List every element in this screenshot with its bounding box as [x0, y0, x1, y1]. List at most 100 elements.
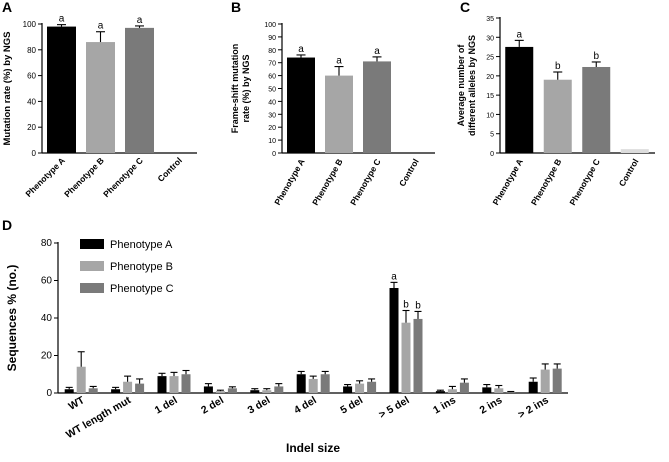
- x-tick-label-C-2: Phenotype C: [567, 157, 602, 207]
- x-tick-label-D-6: 5 del: [338, 394, 365, 416]
- legend-D: Phenotype A Phenotype B Phenotype C: [80, 239, 174, 295]
- x-axis-label-D: Indel size: [286, 441, 340, 455]
- bar-D-0-4: [250, 390, 260, 393]
- bar-D-1-5: [308, 378, 318, 393]
- significance-letter-C-1: b: [555, 61, 561, 72]
- y-tick-label-A-2: 40: [27, 97, 36, 106]
- legend-swatch-1: [80, 261, 104, 271]
- bar-D-2-0: [88, 388, 98, 393]
- y-tick-label-D-2: 40: [41, 313, 53, 324]
- y-tick-label-C-7: 35: [486, 16, 494, 23]
- y-tick-label-A-1: 20: [27, 123, 36, 132]
- y-tick-label-D-3: 60: [41, 276, 53, 287]
- bar-D-0-8: [435, 391, 445, 393]
- bar-D-2-10: [552, 368, 562, 393]
- x-tick-label-D-8: 1 ins: [431, 394, 458, 416]
- bar-D-0-2: [157, 376, 167, 393]
- panel-C: C Average number of different alleles by N…: [456, 0, 655, 207]
- bar-B-0: [287, 57, 315, 153]
- y-tick-label-D-4: 80: [41, 238, 53, 249]
- panel-label-A: A: [2, 0, 12, 15]
- bar-D-1-1: [123, 381, 133, 393]
- x-tick-label-A-3: Control: [155, 155, 183, 183]
- y-tick-label-B-3: 30: [268, 112, 276, 119]
- bar-D-2-4: [274, 386, 284, 393]
- x-tick-label-D-5: 4 del: [292, 394, 319, 416]
- bar-D-2-1: [135, 383, 145, 393]
- y-axis-label-C-0: Average number of: [456, 44, 466, 127]
- y-tick-label-B-0: 0: [272, 151, 276, 158]
- x-tick-label-B-1: Phenotype B: [310, 157, 345, 207]
- y-tick-label-D-1: 20: [41, 351, 53, 362]
- bar-D-1-9: [494, 388, 504, 393]
- legend-label-0: Phenotype A: [110, 239, 173, 251]
- y-tick-label-A-5: 100: [23, 20, 37, 29]
- x-tick-label-A-1: Phenotype B: [62, 155, 106, 199]
- x-tick-label-C-3: Control: [617, 157, 641, 188]
- bar-D-2-5: [320, 374, 330, 393]
- y-tick-label-C-5: 25: [486, 55, 494, 62]
- bar-D-1-8: [447, 389, 457, 393]
- bar-A-2: [125, 27, 154, 153]
- bar-D-0-5: [296, 374, 306, 393]
- bar-D-1-10: [540, 369, 550, 393]
- bar-D-0-9: [482, 387, 492, 393]
- legend-swatch-2: [80, 283, 104, 293]
- bar-A-0: [47, 26, 76, 153]
- bar-D-1-7: [401, 322, 411, 393]
- x-tick-label-D-10: > 2 ins: [516, 394, 551, 421]
- x-tick-label-B-0: Phenotype A: [272, 157, 306, 207]
- y-tick-label-C-3: 15: [486, 93, 494, 100]
- y-axis-label-A: Mutation rate (%) by NGS: [2, 31, 13, 145]
- bar-D-2-3: [227, 388, 237, 393]
- significance-letter-A-1: a: [98, 21, 104, 32]
- x-tick-label-D-3: 2 del: [199, 394, 226, 416]
- bar-D-0-7: [389, 288, 399, 393]
- y-tick-label-A-0: 0: [32, 149, 37, 158]
- panel-label-D: D: [2, 217, 12, 233]
- significance-letter-D-0: a: [391, 271, 397, 282]
- bar-C-1: [543, 79, 572, 153]
- bar-D-0-10: [528, 381, 538, 393]
- y-tick-label-B-2: 20: [268, 125, 276, 132]
- y-tick-label-B-9: 90: [268, 35, 276, 42]
- panel-label-C: C: [460, 0, 470, 15]
- x-tick-label-B-2: Phenotype C: [348, 157, 383, 207]
- legend-swatch-0: [80, 239, 104, 249]
- bar-D-1-3: [215, 391, 225, 393]
- significance-letter-B-1: a: [336, 56, 342, 67]
- y-tick-label-B-4: 40: [268, 99, 276, 106]
- x-tick-label-D-2: 1 del: [153, 394, 180, 416]
- legend-label-1: Phenotype B: [110, 261, 173, 273]
- bar-D-0-3: [203, 386, 213, 393]
- y-tick-label-D-0: 0: [46, 388, 52, 399]
- y-axis-label-C-1: different alleles by NGS: [467, 35, 477, 136]
- bar-D-2-7: [413, 318, 423, 393]
- bar-C-3: [620, 149, 649, 153]
- bar-C-2: [582, 66, 611, 153]
- panel-A: A Mutation rate (%) by NGS 0 20 40 60 80 100 a Ph…: [2, 0, 197, 199]
- y-axis-label-B-1: rate (%) by NGS: [241, 54, 251, 122]
- y-tick-label-B-8: 80: [268, 48, 276, 55]
- bar-A-1: [86, 42, 115, 154]
- legend-label-2: Phenotype C: [110, 283, 174, 295]
- bar-D-2-8: [459, 382, 469, 393]
- y-tick-label-C-6: 30: [486, 35, 494, 42]
- y-tick-label-A-3: 60: [27, 72, 36, 81]
- x-tick-label-C-1: Phenotype B: [529, 157, 564, 207]
- y-tick-label-B-7: 70: [268, 61, 276, 68]
- x-tick-label-D-0: WT: [67, 394, 88, 413]
- y-tick-label-B-5: 50: [268, 87, 276, 94]
- significance-letter-A-0: a: [59, 14, 65, 25]
- x-tick-label-D-4: 3 del: [246, 394, 273, 416]
- bar-D-1-0: [76, 366, 86, 393]
- bar-D-1-4: [262, 390, 272, 393]
- y-tick-label-C-4: 20: [486, 74, 494, 81]
- y-tick-label-B-6: 60: [268, 74, 276, 81]
- x-tick-label-A-2: Phenotype C: [101, 155, 145, 199]
- x-tick-label-D-9: 2 ins: [478, 394, 505, 416]
- bar-D-1-2: [169, 376, 179, 393]
- y-tick-label-B-1: 10: [268, 138, 276, 145]
